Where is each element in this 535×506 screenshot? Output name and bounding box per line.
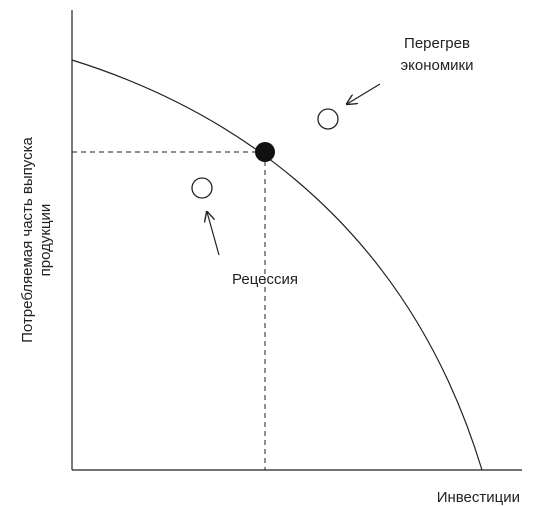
x-axis-label: Инвестиции xyxy=(437,489,520,506)
y-axis-label: Потребляемая часть выпуска продукции xyxy=(19,136,54,342)
annotation: Рецессия xyxy=(232,271,298,288)
frontier-curve xyxy=(71,59,483,471)
recession-point xyxy=(191,177,213,199)
annotation: Перегрев xyxy=(404,35,470,52)
annotation: экономики xyxy=(401,57,474,74)
overheating-point xyxy=(317,108,339,130)
y-axis-label-line: продукции xyxy=(37,204,54,277)
arrow xyxy=(347,83,381,104)
y-axis-label-line: Потребляемая часть выпуска xyxy=(19,136,36,342)
arrow xyxy=(207,212,220,256)
equilibrium-point xyxy=(255,142,275,162)
